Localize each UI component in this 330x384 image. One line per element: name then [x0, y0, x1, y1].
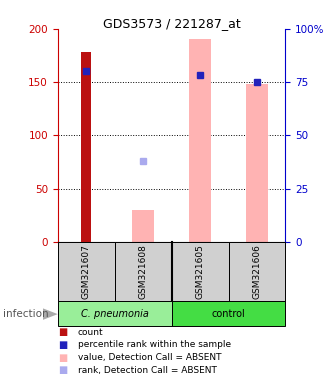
Text: GDS3573 / 221287_at: GDS3573 / 221287_at: [103, 17, 241, 30]
Bar: [58, 301, 172, 326]
Text: GSM321607: GSM321607: [82, 244, 91, 299]
Text: percentile rank within the sample: percentile rank within the sample: [78, 340, 231, 349]
Bar: [81, 52, 91, 242]
Text: infection: infection: [3, 309, 49, 319]
Text: GSM321605: GSM321605: [196, 244, 205, 299]
Polygon shape: [43, 308, 58, 320]
Text: GSM321608: GSM321608: [139, 244, 148, 299]
Bar: [132, 210, 154, 242]
Text: C. pneumonia: C. pneumonia: [81, 309, 148, 319]
Bar: [172, 301, 285, 326]
Bar: [172, 242, 228, 301]
Bar: [228, 242, 285, 301]
Bar: [115, 242, 172, 301]
Text: ■: ■: [58, 353, 67, 362]
Text: rank, Detection Call = ABSENT: rank, Detection Call = ABSENT: [78, 366, 216, 375]
Text: GSM321606: GSM321606: [252, 244, 261, 299]
Bar: [58, 242, 115, 301]
Text: ■: ■: [58, 340, 67, 350]
Text: ■: ■: [58, 327, 67, 337]
Text: control: control: [212, 309, 246, 319]
Bar: [246, 84, 268, 242]
Text: count: count: [78, 328, 103, 337]
Text: value, Detection Call = ABSENT: value, Detection Call = ABSENT: [78, 353, 221, 362]
Text: ■: ■: [58, 365, 67, 375]
Bar: [189, 40, 211, 242]
